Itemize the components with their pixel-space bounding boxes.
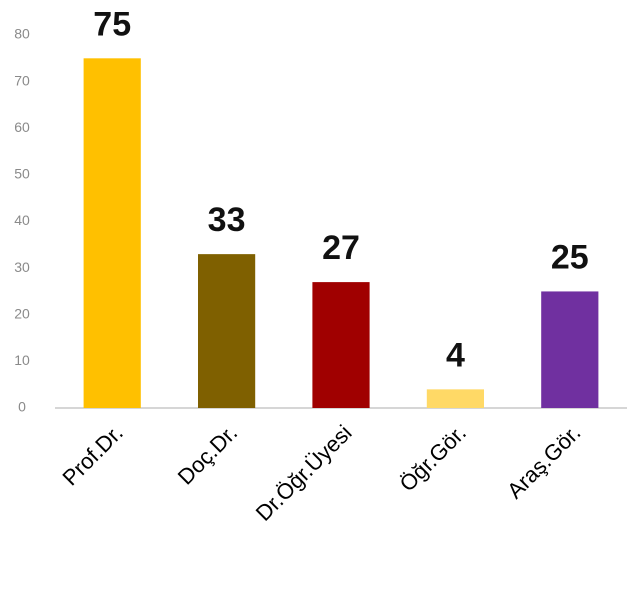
- y-tick-label: 50: [14, 166, 30, 182]
- bar: [83, 58, 141, 408]
- y-tick-label: 10: [14, 352, 30, 368]
- x-tick-label: Araş.Gör.: [502, 420, 585, 503]
- data-label: 25: [551, 238, 589, 276]
- bar: [426, 389, 484, 408]
- y-tick-label: 40: [14, 212, 30, 228]
- y-tick-label: 20: [14, 305, 30, 321]
- data-label: 33: [208, 201, 246, 239]
- data-label: 4: [446, 336, 465, 374]
- x-tick-label: Prof.Dr.: [57, 420, 127, 490]
- x-tick-label: Dr.Öğr.Üyesi: [251, 420, 357, 526]
- y-tick-label: 60: [14, 119, 30, 135]
- y-tick-label: 30: [14, 259, 30, 275]
- y-tick-label: 70: [14, 72, 30, 88]
- data-label: 75: [93, 5, 131, 43]
- bar: [541, 291, 599, 408]
- bar: [312, 282, 370, 408]
- x-tick-label: Öğr.Gör.: [395, 420, 471, 496]
- bar: [198, 254, 256, 408]
- y-tick-label: 80: [14, 26, 30, 42]
- data-label: 27: [322, 229, 360, 267]
- x-tick-label: Doç.Dr.: [173, 420, 243, 490]
- y-tick-label: 0: [18, 399, 26, 415]
